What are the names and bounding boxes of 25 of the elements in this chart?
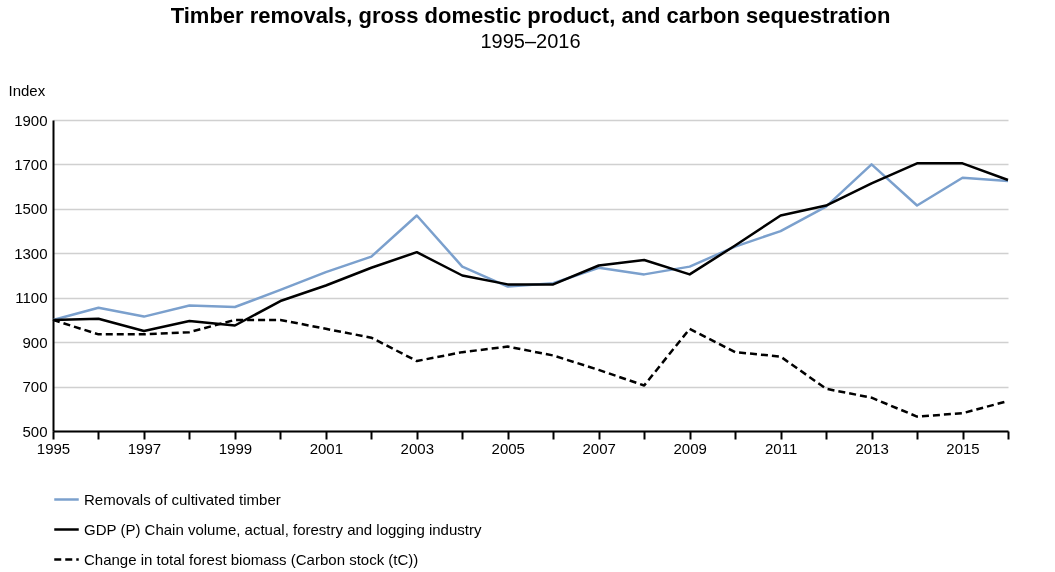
y-tick-label: 1700 [14, 155, 48, 173]
x-tick-label: 2001 [309, 439, 344, 457]
chart-subtitle: 1995–2016 [480, 30, 581, 52]
x-tick-label: 1999 [218, 439, 253, 457]
x-tick-label: 2009 [673, 439, 707, 457]
y-tick-label: 1900 [14, 111, 48, 129]
x-tick-label: 2005 [491, 439, 525, 457]
y-tick-label: 1500 [14, 200, 48, 218]
x-tick-label: 2015 [946, 439, 980, 457]
x-tick-label: 2013 [855, 439, 889, 457]
y-tick-label: 1100 [15, 289, 48, 307]
y-tick-label: 1300 [14, 244, 48, 262]
x-tick-label: 2003 [400, 439, 434, 457]
legend-label: Removals of cultivated timber [84, 490, 281, 508]
x-tick-label: 1995 [36, 439, 71, 457]
x-tick-label: 2011 [764, 439, 798, 457]
legend-label: Change in total forest biomass (Carbon stock (tC)) [84, 550, 419, 568]
legend-label: GDP (P) Chain volume, actual, forestry and logging industry [84, 520, 482, 538]
x-tick-label: 2007 [582, 439, 616, 457]
y-tick-label: 900 [22, 333, 48, 351]
x-tick-label: 1997 [127, 439, 162, 457]
y-axis-title: Index [8, 81, 46, 99]
y-tick-label: 500 [22, 422, 48, 440]
chart-title: Timber removals, gross domestic product, and carbon sequestration [170, 3, 891, 28]
y-tick-label: 700 [22, 378, 48, 396]
